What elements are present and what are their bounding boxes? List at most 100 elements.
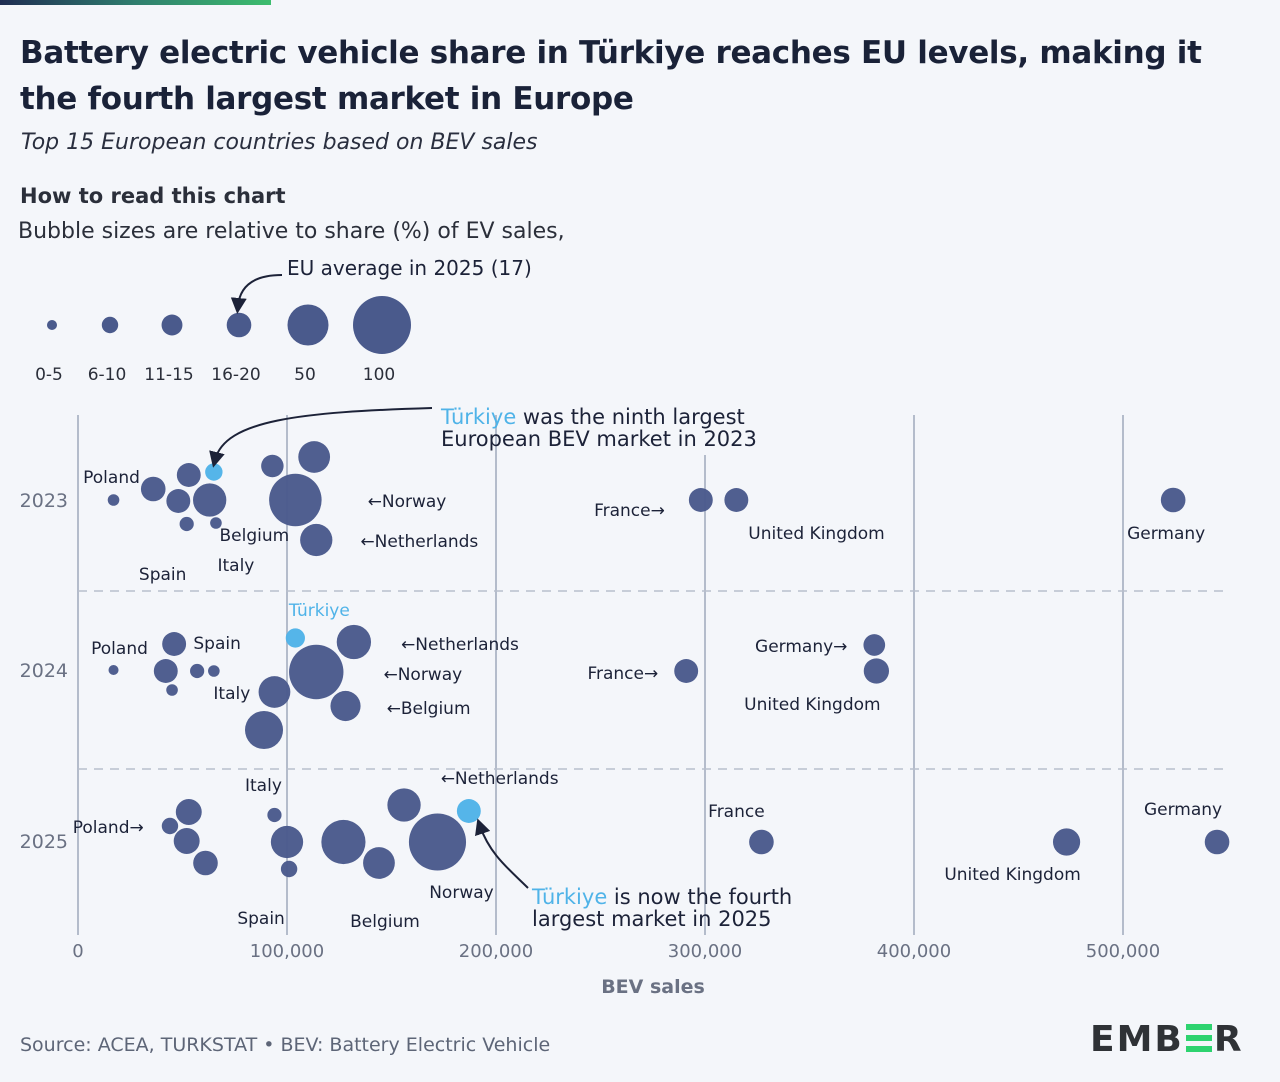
bubble-2023-norway xyxy=(269,473,322,527)
legend-bubble xyxy=(46,319,58,331)
bubble-2023-unlabeled xyxy=(298,441,331,473)
bubble-2025-unlabeled xyxy=(173,828,200,854)
bubble-2023-poland xyxy=(107,494,120,506)
x-tick-label: 300,000 xyxy=(668,941,742,962)
annotation-2025-text: is now the fourth xyxy=(607,885,792,909)
x-axis-label: BEV sales xyxy=(601,976,705,998)
country-label: Italy xyxy=(245,776,282,796)
bubble-2024-poland xyxy=(108,664,119,676)
legend-label: 100 xyxy=(363,365,395,385)
bubble-2025-norway xyxy=(408,813,467,871)
annotation-2023-text: was the ninth largest xyxy=(516,405,745,429)
bubble-2025-united-kingdom xyxy=(1052,828,1081,856)
bubbles xyxy=(107,441,1230,879)
country-label: United Kingdom xyxy=(748,524,884,544)
legend-label: 50 xyxy=(294,365,316,385)
country-labels: Poland Spain Italy Belgium ←Norway ←Netherlan… xyxy=(73,468,1222,932)
country-label: Italy xyxy=(213,684,250,704)
bubble-2024-norway xyxy=(289,644,344,700)
country-label: Türkiye xyxy=(288,601,350,621)
bubble-2023-germany xyxy=(1160,487,1186,513)
y-axis-row-labels: 2023 2024 2025 xyxy=(20,490,68,853)
legend-label: 16-20 xyxy=(211,365,260,385)
bubble-2023-turkiye xyxy=(205,463,223,481)
how-to-read-heading: How to read this chart xyxy=(20,184,286,208)
country-label: ←Norway xyxy=(368,492,447,512)
country-label: ←Netherlands xyxy=(401,635,519,655)
bubble-2024-turkiye xyxy=(285,628,305,648)
logo-text-right: R xyxy=(1213,1019,1244,1060)
country-label: ←Norway xyxy=(383,665,462,685)
bubble-2023-unlabeled xyxy=(193,483,227,517)
x-tick-label: 400,000 xyxy=(877,941,951,962)
country-label: Germany xyxy=(1127,524,1205,544)
x-axis-ticks: 0 100,000 200,000 300,000 400,000 500,000 xyxy=(72,941,1160,962)
x-tick-label: 500,000 xyxy=(1086,941,1160,962)
country-label: ←Netherlands xyxy=(360,532,478,552)
annotation-2023-arrow xyxy=(209,407,433,468)
legend-bubble xyxy=(161,314,183,336)
bubble-2024-unlabeled xyxy=(244,710,284,750)
country-label: Poland→ xyxy=(73,818,144,838)
bubble-2025-spain xyxy=(280,860,298,878)
legend-bubble xyxy=(101,316,119,334)
how-to-read-description: Bubble sizes are relative to share (%) o… xyxy=(18,219,565,244)
annotation-2025-line1: Türkiye is now the fourth xyxy=(531,885,792,909)
legend-annotation-arrow xyxy=(230,274,283,314)
bubble-2024-france xyxy=(674,659,699,683)
bubble-2024-unlabeled xyxy=(258,676,291,708)
bubble-2024-unlabeled xyxy=(166,684,178,696)
legend-annotation: EU average in 2025 (17) xyxy=(287,256,532,280)
row-label-2024: 2024 xyxy=(20,660,68,682)
legend-label: 11-15 xyxy=(144,365,193,385)
bubble-2023-unlabeled xyxy=(140,476,166,502)
country-label: Spain xyxy=(139,565,187,585)
bubble-2024-netherlands xyxy=(336,624,372,660)
legend-bubble xyxy=(353,296,411,354)
bubble-2023-unlabeled xyxy=(176,463,201,487)
bubble-2025-netherlands xyxy=(387,788,421,822)
country-label: United Kingdom xyxy=(744,695,880,715)
country-label: Spain xyxy=(237,909,285,929)
x-tick-label: 100,000 xyxy=(250,941,324,962)
bubble-2024-belgium xyxy=(330,690,361,722)
bubble-2025-unlabeled xyxy=(193,850,218,876)
bubble-2025-france xyxy=(749,829,774,855)
bubble-2023-united-kingdom xyxy=(724,488,749,512)
annotation-2023-line1: Türkiye was the ninth largest xyxy=(440,405,745,429)
bubble-2024-unlabeled xyxy=(162,632,187,656)
country-label: ←Belgium xyxy=(387,699,471,719)
x-tick-label: 200,000 xyxy=(459,941,533,962)
country-label: Poland xyxy=(91,639,148,659)
bubble-2025-italy xyxy=(267,807,282,823)
annotation-2023-highlight: Türkiye xyxy=(440,405,516,429)
logo-text-left: EMB xyxy=(1090,1019,1184,1060)
annotation-2025-arrow xyxy=(475,818,529,889)
legend-bubble xyxy=(226,312,252,338)
bubble-2025-turkiye xyxy=(456,799,481,823)
bubble-2023-italy xyxy=(210,517,222,529)
row-label-2023: 2023 xyxy=(20,490,68,512)
bubble-2024-united-kingdom xyxy=(863,658,890,684)
country-label: United Kingdom xyxy=(944,865,1080,885)
bubble-2025-unlabeled xyxy=(270,825,304,859)
ember-logo: EMB R xyxy=(1090,1019,1244,1060)
bubble-2025-unlabeled xyxy=(175,799,202,825)
country-label: Germany xyxy=(1144,800,1222,820)
country-label: Poland xyxy=(83,468,140,488)
legend-label: 0-5 xyxy=(35,365,63,385)
annotation-2025-highlight: Türkiye xyxy=(531,885,607,909)
country-label: Germany→ xyxy=(755,637,847,657)
country-label: France→ xyxy=(594,501,665,521)
logo-e-glyph xyxy=(1185,1024,1212,1052)
bubble-2025-unlabeled xyxy=(321,819,366,865)
annotation-2023-line2: European BEV market in 2023 xyxy=(441,427,757,451)
legend-label: 6-10 xyxy=(88,365,127,385)
bubble-2023-belgium xyxy=(261,454,284,478)
bubble-2024-unlabeled xyxy=(153,659,178,683)
country-label: Norway xyxy=(429,883,494,903)
country-label: Belgium xyxy=(220,526,290,546)
bubble-2023-spain xyxy=(179,516,194,532)
chart-title: Battery electric vehicle share in Türkiy… xyxy=(20,35,1202,117)
